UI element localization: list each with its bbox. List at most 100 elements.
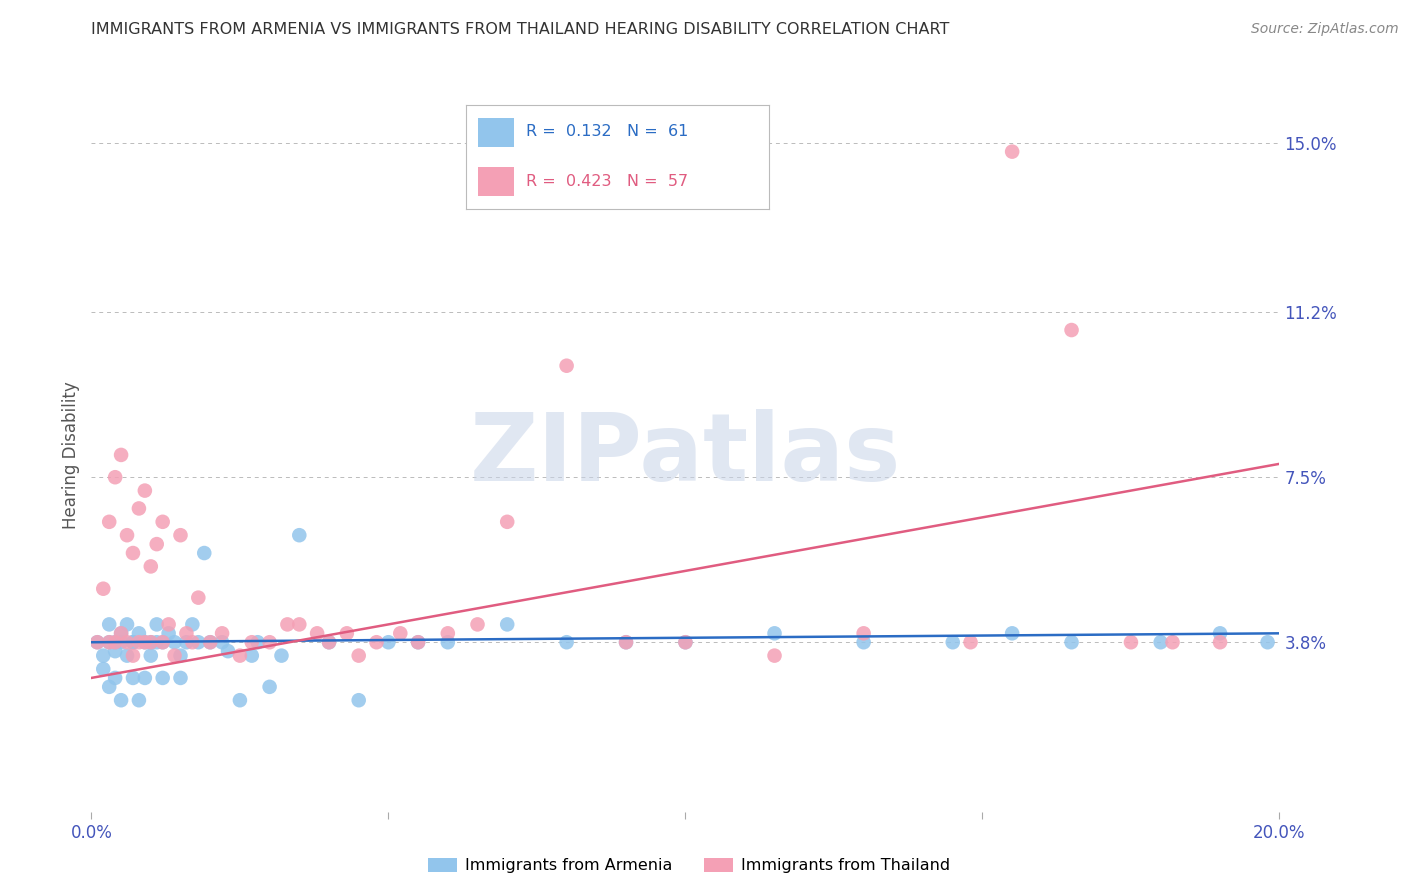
Point: [1257, 635, 1279, 649]
Point: [181, 617, 204, 632]
Point: [169, 648, 191, 663]
Point: [110, 635, 132, 649]
Point: [1209, 635, 1232, 649]
Point: [614, 635, 637, 649]
Text: IMMIGRANTS FROM ARMENIA VS IMMIGRANTS FROM THAILAND HEARING DISABILITY CORRELATI: IMMIGRANTS FROM ARMENIA VS IMMIGRANTS FR…: [91, 22, 950, 37]
Point: [139, 635, 162, 649]
Point: [1001, 626, 1024, 640]
Point: [406, 635, 429, 649]
Point: [145, 617, 167, 632]
Point: [145, 635, 167, 649]
Point: [110, 626, 132, 640]
Point: [318, 635, 340, 649]
Point: [104, 635, 127, 649]
Point: [145, 537, 167, 551]
Point: [122, 648, 145, 663]
Point: [122, 635, 145, 649]
Point: [406, 635, 429, 649]
Point: [128, 693, 150, 707]
Point: [157, 626, 180, 640]
Point: [128, 501, 150, 516]
Point: [1001, 145, 1024, 159]
Y-axis label: Hearing Disability: Hearing Disability: [62, 381, 80, 529]
Point: [169, 528, 191, 542]
Point: [139, 648, 162, 663]
Point: [318, 635, 340, 649]
Point: [122, 671, 145, 685]
Point: [152, 671, 174, 685]
Point: [389, 626, 412, 640]
Point: [152, 515, 174, 529]
Point: [134, 635, 156, 649]
Point: [91, 582, 114, 596]
Point: [200, 635, 222, 649]
Point: [436, 635, 458, 649]
Point: [98, 515, 121, 529]
Point: [246, 635, 269, 649]
Point: [104, 635, 127, 649]
Point: [115, 635, 138, 649]
Point: [163, 635, 186, 649]
Point: [134, 671, 156, 685]
Point: [122, 546, 145, 560]
Point: [259, 635, 281, 649]
Point: [115, 648, 138, 663]
Point: [134, 635, 156, 649]
Point: [229, 648, 252, 663]
Point: [128, 635, 150, 649]
Point: [152, 635, 174, 649]
Point: [763, 626, 786, 640]
Point: [115, 617, 138, 632]
Point: [959, 635, 981, 649]
Point: [852, 626, 875, 640]
Point: [1161, 635, 1184, 649]
Point: [496, 617, 519, 632]
Point: [555, 359, 578, 373]
Point: [229, 693, 252, 707]
Point: [98, 617, 121, 632]
Point: [240, 635, 263, 649]
Point: [176, 635, 198, 649]
Point: [763, 648, 786, 663]
Point: [98, 680, 121, 694]
Point: [187, 635, 209, 649]
Point: [181, 635, 204, 649]
Point: [1149, 635, 1171, 649]
Point: [139, 635, 162, 649]
Point: [98, 635, 121, 649]
Point: [276, 617, 298, 632]
Point: [134, 483, 156, 498]
Point: [110, 693, 132, 707]
Point: [86, 635, 108, 649]
Point: [163, 648, 186, 663]
Point: [104, 470, 127, 484]
Point: [200, 635, 222, 649]
Point: [1060, 323, 1083, 337]
Point: [288, 528, 311, 542]
Point: [496, 515, 519, 529]
Point: [128, 626, 150, 640]
Point: [467, 617, 489, 632]
Point: [240, 648, 263, 663]
Point: [157, 617, 180, 632]
Point: [169, 671, 191, 685]
Point: [98, 635, 121, 649]
Point: [1060, 635, 1083, 649]
Point: [852, 635, 875, 649]
Point: [115, 528, 138, 542]
Point: [270, 648, 292, 663]
Point: [152, 635, 174, 649]
Point: [86, 635, 108, 649]
Point: [211, 635, 233, 649]
Point: [1209, 626, 1232, 640]
Point: [193, 546, 215, 560]
Point: [211, 626, 233, 640]
Text: ZIPatlas: ZIPatlas: [470, 409, 901, 501]
Point: [614, 635, 637, 649]
Point: [942, 635, 965, 649]
Point: [110, 626, 132, 640]
Point: [555, 635, 578, 649]
Point: [91, 662, 114, 676]
Point: [366, 635, 388, 649]
Point: [104, 644, 127, 658]
